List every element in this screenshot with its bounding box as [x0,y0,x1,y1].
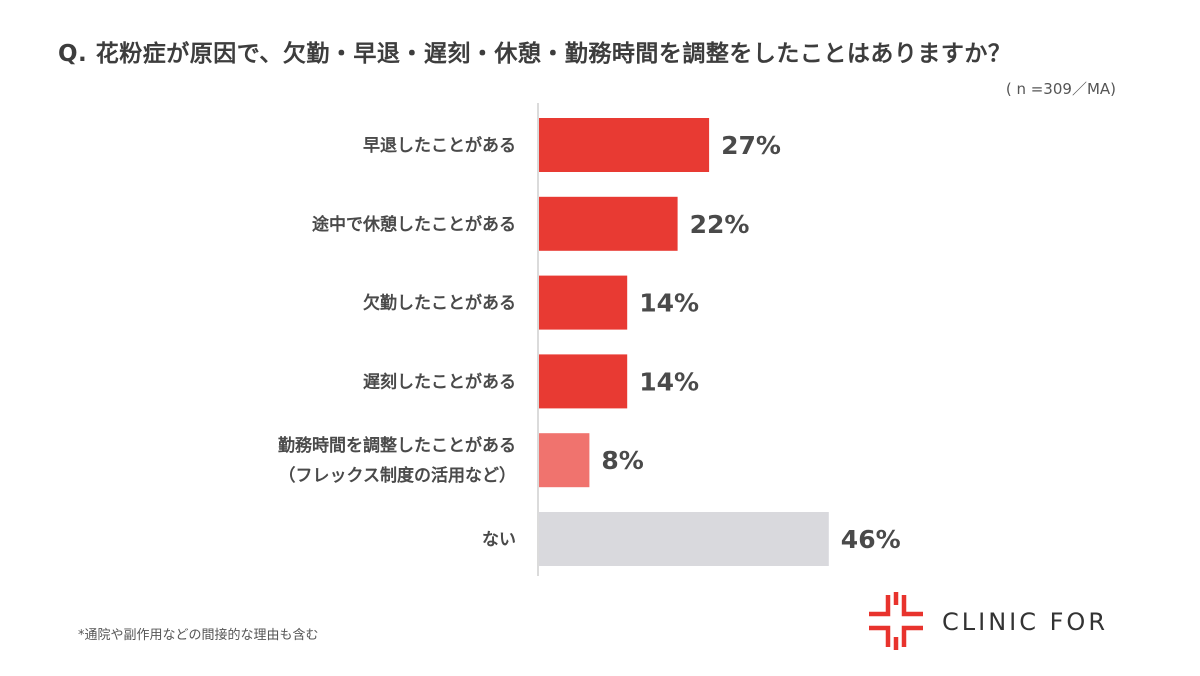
category-label: 遅刻したことがある [363,371,516,392]
bar [539,433,590,488]
category-label: 勤務時間を調整したことがある [278,435,516,456]
bar [539,275,628,330]
category-label: 途中で休憩したことがある [312,214,516,235]
bar-value-label: 14% [639,367,699,396]
category-label: 早退したことがある [363,135,516,156]
bar [539,354,628,409]
logo-text: CLINIC FOR [942,608,1108,636]
category-label: ない [482,530,516,550]
category-label: （フレックス制度の活用など） [279,465,517,486]
bar [539,196,678,251]
bar-value-label: 27% [721,131,781,160]
bar-value-label: 46% [841,525,901,554]
clinic-cross-icon [869,592,923,650]
sample-size-note: ( n =309／MA) [1005,80,1116,98]
bar-value-label: 8% [601,446,643,475]
clinic-for-logo: CLINIC FOR [866,592,1126,650]
bar [539,118,710,172]
bar [539,512,829,566]
footnote: *通院や副作用などの間接的な理由も含む [78,628,319,643]
bar-chart: 27% 早退したことがある 22% 途中で休憩したことがある 14% 欠勤したことがある 1… [278,103,901,576]
category-label: 欠勤したことがある [363,293,516,314]
bar-value-label: 22% [690,210,750,239]
bar-value-label: 14% [639,289,699,318]
chart-title: Q. 花粉症が原因で、欠勤・早退・遅刻・休憩・勤務時間を調整をしたことはあります… [58,41,1012,67]
